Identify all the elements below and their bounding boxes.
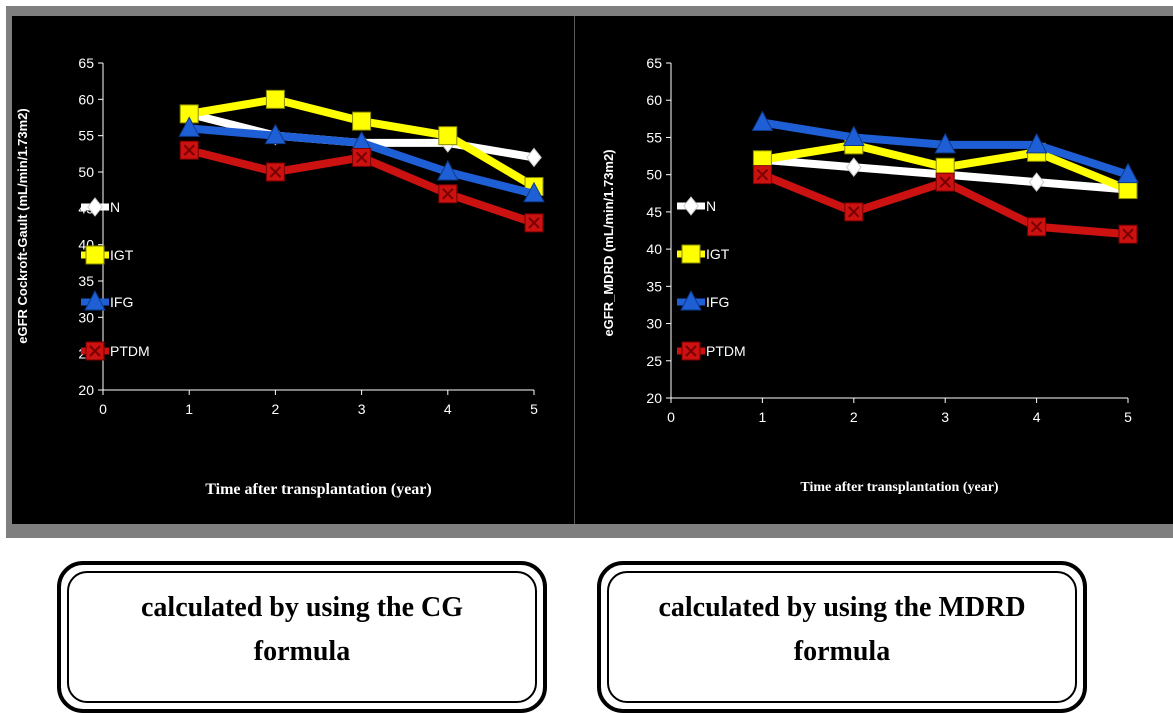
data-point-igt (1118, 180, 1138, 200)
y-axis-label: eGFR Cockroft-Gault (mL/min/1.73m2) (15, 108, 30, 343)
data-point-ifg (842, 125, 865, 146)
data-point-ifg (264, 123, 287, 145)
panel-divider (574, 16, 575, 524)
data-point-ptdm-cross (269, 166, 282, 178)
x-axis-label: Time after transplantation (year) (205, 481, 431, 498)
data-point-ifg (523, 181, 545, 203)
x-tick-label: 2 (272, 401, 280, 417)
legend-label-n: N (706, 198, 716, 214)
caption-box-cg: calculated by using the CG formula (57, 561, 547, 713)
data-point-n (845, 157, 862, 178)
x-tick-label: 3 (941, 409, 949, 425)
legend-marker-ptdm-cross (89, 345, 101, 357)
y-tick-label: 20 (78, 382, 94, 398)
caption-box-mdrd: calculated by using the MDRD formula (597, 561, 1087, 713)
x-tick-label: 5 (1124, 409, 1132, 425)
y-tick-label: 20 (646, 390, 662, 406)
data-point-ptdm-cross (183, 144, 195, 156)
y-tick-label: 65 (646, 55, 662, 71)
y-tick-label: 65 (78, 55, 94, 71)
x-tick-label: 0 (667, 409, 675, 425)
data-point-ptdm-cross (528, 217, 540, 229)
x-tick-label: 2 (850, 409, 858, 425)
legend-label-n: N (110, 199, 120, 215)
y-tick-label: 25 (646, 353, 662, 369)
x-tick-label: 0 (99, 401, 107, 417)
legend-label-ptdm: PTDM (706, 343, 746, 359)
data-point-ptdm-cross (355, 151, 368, 164)
data-point-n (526, 147, 542, 168)
legend-marker-ptdm-cross (685, 345, 697, 357)
legend-marker-n (87, 197, 103, 217)
data-point-ifg (751, 110, 774, 132)
data-point-ptdm-cross (1030, 221, 1043, 233)
legend-marker-n (683, 196, 699, 216)
data-point-ptdm-cross (1122, 228, 1134, 240)
chart-panels (12, 16, 1173, 524)
y-tick-label: 30 (646, 316, 662, 332)
x-tick-label: 1 (759, 409, 767, 425)
legend-label-igt: IGT (110, 247, 134, 263)
y-tick-label: 55 (646, 129, 662, 145)
x-tick-label: 4 (444, 401, 452, 417)
y-tick-label: 35 (78, 273, 94, 289)
x-tick-label: 1 (185, 401, 193, 417)
legend-label-ifg: IFG (110, 294, 133, 310)
data-point-igt (438, 126, 458, 146)
caption-mdrd: calculated by using the MDRD formula (658, 592, 1026, 667)
x-tick-label: 3 (358, 401, 366, 417)
caption-inner-mdrd: calculated by using the MDRD formula (607, 571, 1077, 703)
y-tick-label: 45 (646, 204, 662, 220)
x-tick-label: 5 (530, 401, 538, 417)
data-point-ptdm-cross (756, 168, 769, 181)
legend-label-ifg: IFG (706, 294, 729, 310)
data-point-ifg (178, 116, 201, 137)
data-point-ifg (1025, 132, 1048, 154)
legend-marker-igt (681, 244, 701, 264)
y-axis-label: eGFR_MDRD (mL/min/1.73m2) (601, 149, 616, 336)
caption-cg: calculated by using the CG formula (140, 592, 464, 667)
data-point-ptdm-cross (848, 206, 860, 218)
data-point-igt (352, 111, 372, 131)
x-axis-label: Time after transplantation (year) (800, 480, 999, 495)
data-point-n (1028, 172, 1045, 192)
y-tick-label: 30 (78, 309, 94, 325)
y-tick-label: 60 (646, 92, 662, 108)
x-tick-label: 4 (1033, 409, 1041, 425)
y-tick-label: 50 (646, 167, 662, 183)
y-tick-label: 35 (646, 278, 662, 294)
legend-label-igt: IGT (706, 246, 730, 262)
y-tick-label: 60 (78, 91, 94, 107)
y-tick-label: 40 (646, 241, 662, 257)
legend-label-ptdm: PTDM (110, 343, 150, 359)
data-point-ptdm-cross (939, 176, 951, 188)
legend-marker-igt (85, 245, 105, 265)
y-tick-label: 50 (78, 164, 94, 180)
data-point-ifg (1117, 162, 1139, 184)
data-point-ifg (436, 159, 459, 181)
legend-marker-ifg (84, 289, 106, 311)
legend-marker-ifg (680, 289, 702, 311)
data-point-ifg (934, 132, 957, 154)
data-point-igt (265, 89, 285, 109)
caption-inner-cg: calculated by using the CG formula (67, 571, 537, 703)
y-tick-label: 55 (78, 128, 94, 144)
data-point-ptdm-cross (442, 188, 454, 200)
